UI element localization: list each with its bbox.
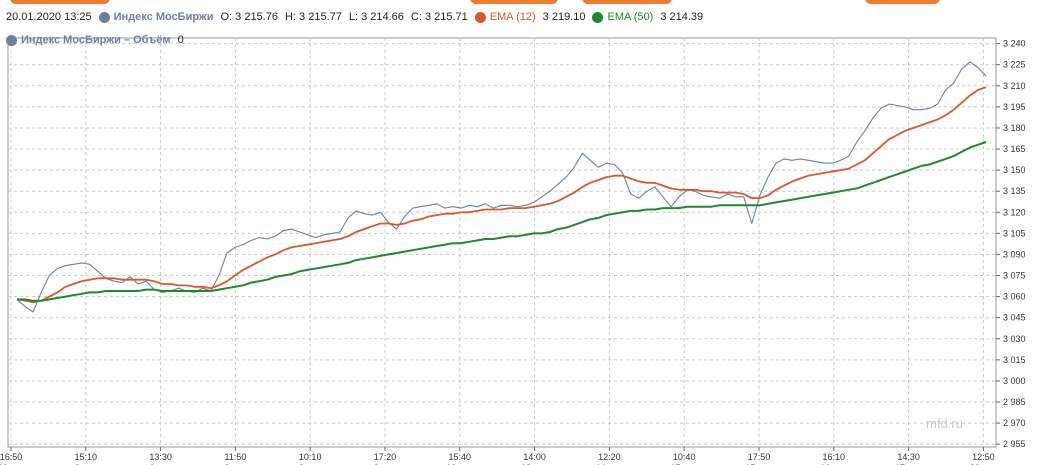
legend-index-name[interactable]: Индекс МосБиржи [113,11,214,23]
price-series-line [16,61,987,313]
y-tick-label: 3 045 [1003,313,1026,323]
x-tick-time-label: 14:30 [897,452,920,462]
legend-datetime: 20.01.2020 13:25 [6,11,92,23]
x-tick-time-label: 10:40 [673,452,696,462]
y-tick-label: 3 240 [1003,39,1026,49]
y-tick-label: 3 195 [1003,102,1026,112]
x-tick-time-label: 11:50 [224,452,246,462]
x-tick-time-label: 15:40 [449,452,472,462]
y-tick-label: 3 060 [1003,292,1026,302]
toolbar-tab-1[interactable] [10,0,110,4]
x-tick-time-label: 14:00 [523,452,546,462]
y-tick-label: 3 000 [1003,376,1026,386]
x-tick-date-label: 30 дек [0,463,24,465]
x-tick-date-label: 20 янв [970,463,997,465]
y-tick-label: 3 105 [1003,228,1026,238]
x-tick-time-label: 12:50 [972,452,995,462]
volume-legend: Индекс МосБиржи – Объём 0 [6,34,191,46]
y-tick-label: 3 180 [1003,123,1026,133]
price-series-dot-icon [98,11,110,23]
chart-grid [7,37,997,448]
y-tick-label: 3 090 [1003,249,1026,259]
x-tick-date-label: 16 янв [820,463,847,465]
x-tick-date-label: 10 янв [446,463,473,465]
chart-axes: 2 955 2 970 2 985 3 000 3 015 3 030 3 045 3 060… [0,39,1026,465]
x-tick-time-label: 10:10 [299,452,322,462]
x-tick-time-label: 16:50 [0,452,22,462]
x-tick-time-label: 12:20 [598,452,621,462]
y-tick-label: 3 135 [1003,186,1026,196]
y-tick-label: 3 120 [1003,207,1026,217]
toolbar-tab-3[interactable] [582,0,672,4]
x-tick-date-label: 15 янв [671,463,698,465]
legend-volume-value: 0 [177,34,184,46]
x-tick-time-label: 17:50 [748,452,771,462]
legend-ema12-label[interactable]: EMA (12) [489,11,536,23]
x-tick-date-label: 14 янв [596,463,623,465]
ema50-series-line [17,141,987,302]
y-tick-label: 3 075 [1003,271,1026,281]
y-tick-label: 3 225 [1003,60,1026,70]
legend-open: O: 3 215.76 [220,11,278,23]
legend-ema50-label[interactable]: EMA (50) [607,11,654,23]
x-tick-date-label: 3 янв [75,463,97,465]
x-tick-date-label: 15 янв [745,463,772,465]
watermark: mfd.ru [926,416,963,431]
x-tick-time-label: 15:10 [75,452,98,462]
legend-volume-label[interactable]: Индекс МосБиржи – Объём [21,34,171,46]
legend-close: C: 3 215.71 [410,11,468,23]
x-tick-date-label: 17 янв [895,463,922,465]
x-tick-time-label: 17:20 [374,452,397,462]
legend-ema50-value: 3 214.39 [660,11,704,23]
chart-series [16,61,987,313]
ema12-series-line [16,86,987,304]
ema50-dot-icon [592,11,604,23]
plot-frame [7,37,997,448]
y-tick-label: 3 015 [1003,355,1026,365]
x-tick-date-label: 8 янв [224,463,246,465]
y-tick-label: 3 030 [1003,334,1026,344]
y-tick-label: 2 970 [1003,418,1026,428]
legend-ema12-value: 3 219.10 [542,11,586,23]
x-tick-time-label: 16:10 [823,452,846,462]
toolbar-tab-4[interactable] [865,0,940,4]
ema12-dot-icon [474,11,486,23]
legend-low: L: 3 214.66 [348,11,404,23]
x-tick-date-label: 13 янв [521,463,548,465]
y-tick-label: 3 165 [1003,144,1026,154]
ohlc-legend: 20.01.2020 13:25 Индекс МосБиржи O: 3 21… [6,11,710,23]
volume-series-dot-icon [6,34,17,46]
top-toolbar [0,0,1038,8]
x-tick-date-label: 6 янв [150,463,172,465]
y-tick-label: 2 985 [1003,397,1026,407]
y-tick-label: 3 210 [1003,81,1026,91]
y-tick-label: 2 955 [1003,439,1026,449]
y-tick-label: 3 150 [1003,165,1026,175]
x-tick-date-label: 9 янв [299,463,321,465]
x-tick-time-label: 13:30 [149,452,172,462]
x-tick-date-label: 9 янв [374,463,396,465]
legend-high: H: 3 215.77 [284,11,342,23]
toolbar-tab-2[interactable] [470,0,558,4]
